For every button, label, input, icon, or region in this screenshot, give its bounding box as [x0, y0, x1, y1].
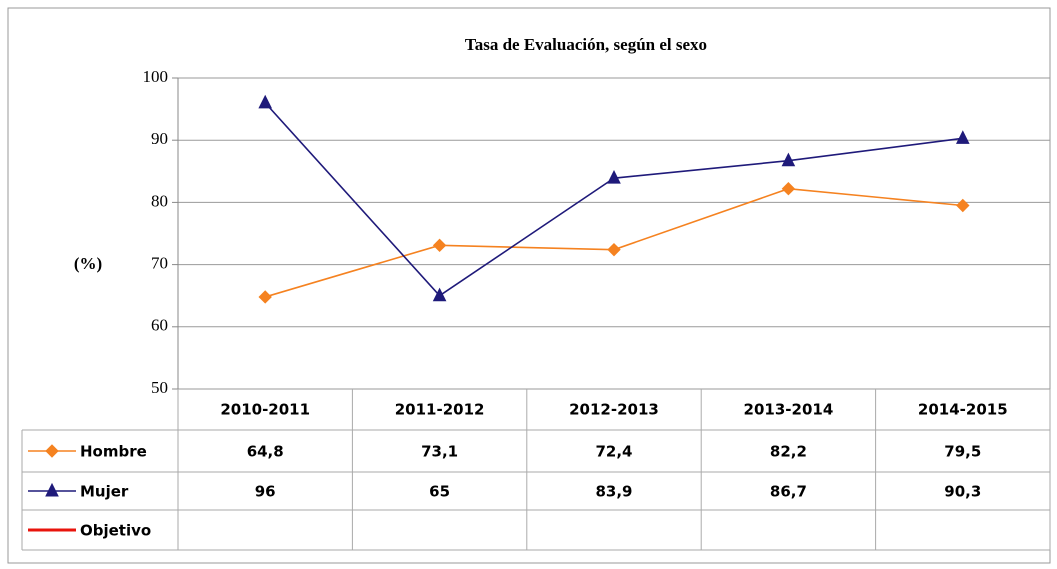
x-tick-label: 2012-2013	[569, 401, 659, 419]
legend-marker	[45, 482, 59, 497]
legend-marker	[45, 444, 59, 458]
x-tick-label: 2014-2015	[918, 401, 1008, 419]
table-value: 73,1	[421, 443, 458, 461]
y-tick-label: 70	[151, 254, 168, 273]
chart-title: Tasa de Evaluación, según el sexo	[465, 35, 707, 54]
table-value: 96	[255, 483, 276, 501]
table-value: 64,8	[247, 443, 284, 461]
data-point	[258, 290, 272, 304]
data-point	[607, 242, 621, 257]
data-point	[258, 94, 273, 109]
data-point	[955, 130, 970, 144]
y-tick-label: 80	[151, 191, 168, 210]
x-tick-label: 2010-2011	[220, 401, 310, 419]
table-value: 79,5	[944, 443, 981, 461]
table-value: 72,4	[595, 443, 632, 461]
table-value: 90,3	[944, 483, 981, 501]
table-value: 65	[429, 483, 450, 501]
table-value: 82,2	[770, 443, 807, 461]
data-point	[607, 170, 621, 184]
data-point	[781, 152, 796, 167]
data-point	[432, 238, 447, 253]
table-value: 86,7	[770, 483, 807, 501]
x-tick-label: 2011-2012	[395, 401, 485, 419]
data-point	[956, 198, 970, 213]
data-point	[781, 182, 796, 196]
y-axis-label: (%)	[74, 254, 102, 273]
chart-frame	[7, 7, 1051, 564]
y-tick-label: 60	[151, 316, 168, 335]
y-tick-label: 100	[143, 67, 169, 86]
x-tick-label: 2013-2014	[744, 401, 834, 419]
y-tick-label: 50	[151, 378, 168, 397]
table-value: 83,9	[595, 483, 632, 501]
data-point	[432, 287, 447, 302]
legend-label: Hombre	[80, 443, 147, 461]
legend-label: Mujer	[80, 483, 129, 501]
y-tick-label: 90	[151, 129, 168, 148]
legend-label: Objetivo	[80, 522, 151, 540]
